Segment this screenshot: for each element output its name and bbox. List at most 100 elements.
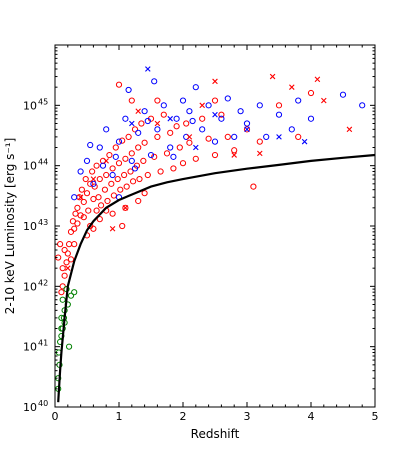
data-point xyxy=(173,123,180,130)
data-point xyxy=(89,168,96,175)
data-point xyxy=(211,97,219,104)
data-point xyxy=(96,144,103,151)
data-point-x xyxy=(122,205,129,211)
data-point xyxy=(83,157,91,164)
data-point xyxy=(170,153,177,160)
data-point xyxy=(160,111,167,118)
data-point xyxy=(123,183,130,190)
data-point-x xyxy=(65,265,71,271)
y-tick-label-exponent: 41 xyxy=(38,339,48,348)
data-point xyxy=(154,97,161,104)
data-point xyxy=(90,180,97,187)
data-point xyxy=(128,157,135,164)
y-tick-label: 10 xyxy=(23,401,37,414)
series-1 xyxy=(71,78,366,201)
data-point-x xyxy=(212,78,218,85)
data-point xyxy=(103,171,110,179)
data-point xyxy=(141,139,148,146)
data-point xyxy=(339,91,347,98)
y-axis-label: 2-10 keV Luminosity [erg s⁻¹] xyxy=(3,138,17,315)
data-point xyxy=(112,153,119,160)
data-point xyxy=(199,126,206,133)
data-point xyxy=(135,144,142,151)
series-4 xyxy=(129,66,308,151)
data-point xyxy=(231,147,238,154)
data-point xyxy=(128,150,135,157)
data-point xyxy=(122,155,129,162)
data-point xyxy=(77,212,84,219)
data-point-x xyxy=(314,76,321,83)
data-point xyxy=(122,115,129,122)
data-point xyxy=(176,144,183,151)
data-point xyxy=(90,195,97,203)
data-point xyxy=(85,207,92,214)
data-point xyxy=(186,139,193,146)
data-point xyxy=(179,97,187,104)
data-point xyxy=(160,102,167,109)
data-point xyxy=(205,135,212,142)
y-tick-label: 10 xyxy=(23,280,37,293)
data-point xyxy=(71,241,78,248)
data-point xyxy=(147,151,155,159)
y-tick-label-exponent: 42 xyxy=(38,278,48,287)
data-point xyxy=(125,86,132,94)
data-point xyxy=(167,144,174,151)
data-point xyxy=(250,183,257,190)
data-point-x xyxy=(269,73,276,80)
data-point xyxy=(74,220,81,227)
data-point xyxy=(131,165,139,172)
data-point xyxy=(288,126,295,133)
data-point-x xyxy=(199,102,205,109)
data-point-x xyxy=(276,134,282,140)
y-tick-label-exponent: 40 xyxy=(38,399,48,408)
x-tick-label: 4 xyxy=(308,410,315,423)
data-point xyxy=(211,138,219,145)
y-tick-label-exponent: 43 xyxy=(38,218,48,227)
data-point xyxy=(151,78,158,85)
data-point-x xyxy=(145,66,151,72)
data-point xyxy=(205,102,212,109)
data-point xyxy=(275,111,283,118)
data-point xyxy=(256,138,263,145)
data-point-x xyxy=(301,138,308,145)
data-point-x xyxy=(289,84,295,90)
data-point xyxy=(121,171,128,179)
data-point xyxy=(115,160,123,167)
data-point xyxy=(224,95,231,102)
data-point xyxy=(115,81,123,88)
data-point xyxy=(127,168,134,175)
data-point xyxy=(65,343,73,350)
data-point xyxy=(237,108,244,115)
data-point xyxy=(71,225,78,232)
y-tick-label: 10 xyxy=(23,160,37,173)
data-point xyxy=(307,115,315,122)
data-point xyxy=(58,289,65,296)
data-point-x xyxy=(109,225,116,232)
data-point-x xyxy=(103,158,109,164)
data-point-x xyxy=(154,120,161,127)
data-point xyxy=(93,207,100,214)
data-point xyxy=(173,115,180,122)
data-point xyxy=(295,133,302,140)
data-point xyxy=(104,197,111,205)
x-tick-label: 5 xyxy=(372,410,379,423)
data-point xyxy=(101,186,109,193)
data-point xyxy=(103,126,110,133)
data-point-x xyxy=(77,194,84,201)
model-curve xyxy=(57,153,376,403)
data-point xyxy=(80,214,87,221)
data-point xyxy=(144,117,151,125)
data-point xyxy=(99,162,107,169)
data-point xyxy=(96,175,103,183)
y-tick-label-exponent: 45 xyxy=(38,97,48,106)
data-point xyxy=(77,168,84,175)
data-point xyxy=(218,115,225,122)
data-point xyxy=(78,186,85,193)
y-tick-label: 10 xyxy=(23,99,37,112)
data-point-x xyxy=(231,152,237,158)
data-point xyxy=(186,108,193,115)
plot-marks xyxy=(55,66,376,403)
data-point-x xyxy=(135,108,141,114)
data-point xyxy=(119,222,126,230)
data-point xyxy=(275,102,283,109)
